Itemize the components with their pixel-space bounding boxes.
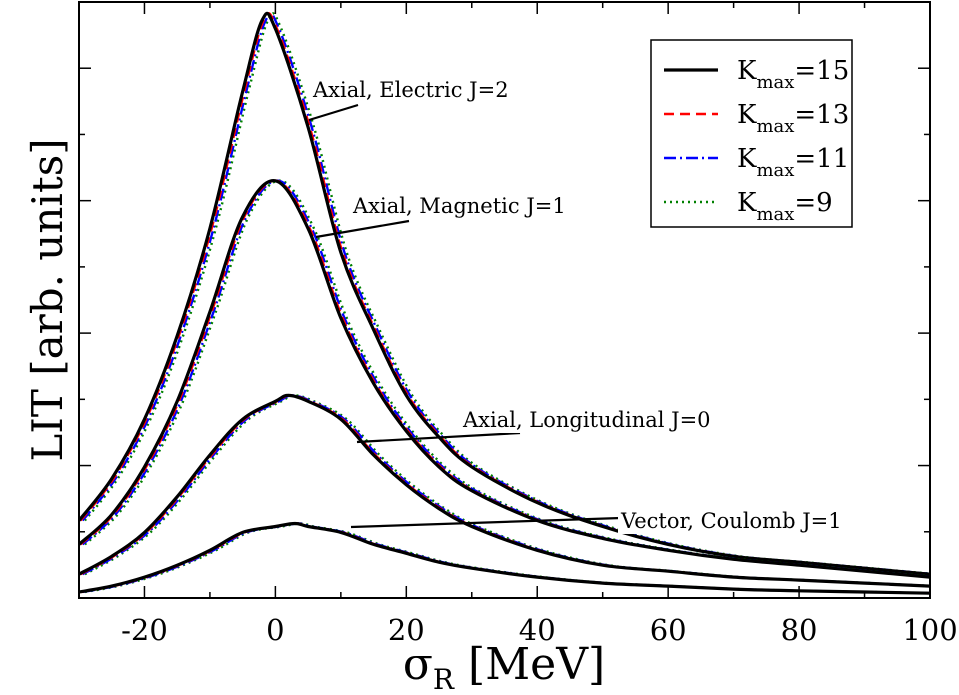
x-axis-title: σR [MeV] (403, 639, 605, 695)
annotation-group: Axial, Electric J=2 Axial, Magnetic J=1 Ax… (310, 78, 842, 534)
annotation-leader-line (350, 516, 622, 529)
legend: Kmax=15 Kmax=13 Kmax=11 Kmax=9 (650, 39, 853, 228)
x-axis-title-symbol: σ (403, 639, 433, 690)
legend-label: Kmax=11 (737, 144, 849, 181)
x-tick-label: 0 (266, 613, 284, 647)
x-axis-title-unit: [MeV] (454, 639, 605, 690)
x-tick-label: 100 (902, 613, 957, 647)
curve-axial-magnetic-j-1-kmax15 (79, 179, 930, 579)
x-tick-label: 80 (781, 613, 818, 647)
plot-frame (78, 1, 931, 599)
x-axis-title-subscript: R (433, 663, 455, 695)
annotation-label: Axial, Electric J=2 (312, 78, 509, 102)
x-tick-label: 60 (650, 613, 687, 647)
annotation-leaders (308, 103, 622, 529)
curve-axial-longitudinal-j-0-kmax15 (79, 393, 930, 588)
annotation-background (460, 409, 710, 433)
annotation-label: Vector, Coulomb J=1 (620, 509, 842, 533)
legend-label: Kmax=9 (737, 188, 833, 225)
x-tick-labels: -20 0 20 40 60 80 100 (121, 613, 958, 647)
x-tick-label: -20 (121, 613, 168, 647)
annotation-leader-line (315, 219, 410, 239)
annotation-label: Axial, Longitudinal J=0 (462, 408, 711, 432)
series-group (79, 11, 930, 595)
x-tick-label: 40 (519, 613, 556, 647)
curve-vector-coulomb-j-1-kmax15 (79, 521, 930, 595)
annotation-leader-line (356, 431, 521, 444)
x-tick-label: 20 (388, 613, 425, 647)
annotation-label: Axial, Magnetic J=1 (352, 194, 566, 218)
y-axis-title: LIT [arb. units] (23, 138, 72, 461)
annotation-leader-line (308, 103, 359, 122)
annotation-background (350, 195, 558, 219)
curve-axial-magnetic-j-1-kmax9 (84, 179, 930, 578)
curve-axial-electric-j-2-kmax15 (79, 11, 930, 576)
annotation-background (618, 510, 826, 534)
annotation-background (310, 79, 518, 103)
legend-label: Kmax=13 (737, 100, 849, 137)
tick-group (78, 2, 931, 598)
legend-label: Kmax=15 (737, 56, 849, 93)
